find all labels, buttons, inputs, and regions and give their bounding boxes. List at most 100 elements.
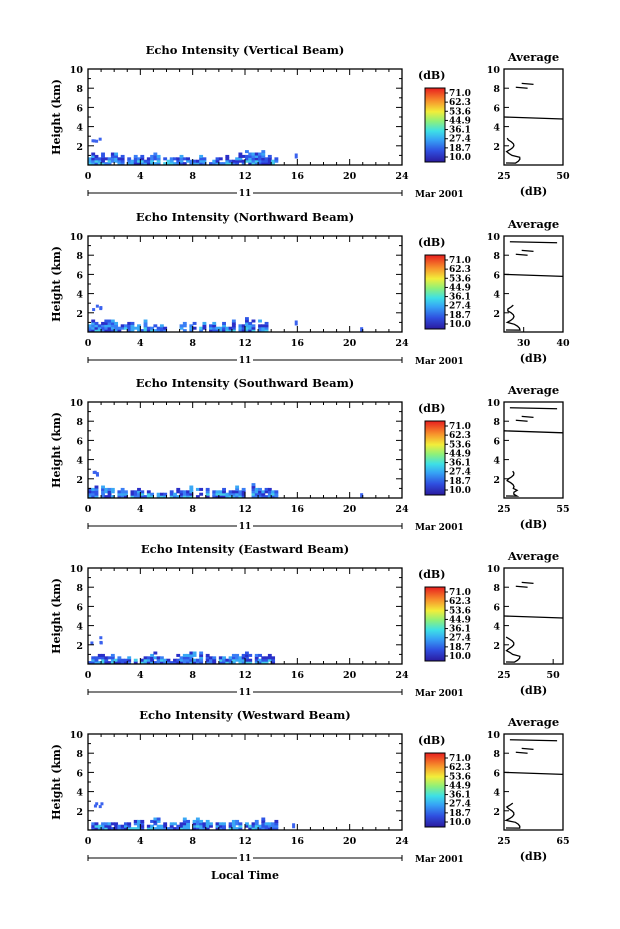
y-tick-label: 8 (76, 251, 83, 262)
echo-cell (94, 495, 99, 499)
echo-cell (137, 157, 141, 161)
echo-cell (176, 495, 181, 499)
echo-cell (205, 495, 210, 499)
colorbar-tick-label: 53.6 (449, 440, 471, 450)
echo-cell (173, 157, 177, 161)
echo-cell (231, 824, 236, 828)
echo-cell (101, 495, 105, 499)
echo-cell (271, 661, 276, 665)
echo-cell (245, 658, 249, 662)
echo-cell (110, 329, 115, 333)
echo-cell (251, 490, 256, 494)
echo-cell (123, 824, 128, 828)
echo-cell (241, 490, 246, 494)
echo-cell (97, 656, 102, 660)
echo-cell (294, 153, 298, 159)
echo-cell (245, 651, 249, 655)
date-day-label: 11 (239, 688, 252, 698)
echo-cell (241, 492, 246, 496)
echo-cell (251, 154, 256, 158)
echo-cell (163, 822, 168, 826)
x-tick-label: 24 (395, 670, 409, 681)
echo-cell (127, 822, 132, 826)
echo-cell (225, 157, 230, 161)
echo-cell (271, 159, 276, 163)
echo-cell (218, 824, 223, 828)
echo-cell (94, 658, 99, 662)
x-tick-label: 24 (395, 171, 409, 182)
echo-cell (258, 319, 262, 323)
echo-cell (101, 487, 105, 491)
echo-cell (107, 661, 112, 665)
echo-cell (212, 326, 217, 330)
echo-cell (267, 492, 272, 496)
y-tick-label: 6 (76, 602, 83, 613)
echo-cell (114, 154, 119, 158)
echo-cell (251, 157, 256, 161)
echo-cell (264, 326, 269, 330)
echo-cell (222, 822, 226, 826)
echo-cell (218, 326, 223, 330)
echo-cell (143, 658, 148, 662)
echo-cell (140, 824, 145, 828)
echo-cell (360, 327, 364, 333)
echo-cell (264, 487, 269, 491)
echo-cell (88, 324, 92, 328)
echo-cell (101, 824, 105, 828)
echo-cell (159, 492, 164, 496)
echo-cell (137, 827, 141, 831)
echo-cell (186, 827, 190, 831)
echo-cell (110, 326, 115, 330)
echo-cell (271, 827, 276, 831)
echo-cell (195, 661, 200, 665)
echo-cell (199, 656, 204, 660)
echo-cell (97, 159, 102, 163)
echo-cell (231, 819, 236, 823)
echo-cell (107, 157, 112, 161)
echo-cell (92, 139, 96, 143)
panel-title: Echo Intensity (Vertical Beam) (146, 43, 345, 57)
echo-cell (133, 658, 138, 662)
echo-cell (176, 157, 181, 161)
y-tick-label: 10 (70, 730, 84, 741)
echo-cell (143, 321, 148, 325)
average-title: Average (507, 217, 559, 231)
echo-cell (225, 154, 230, 158)
echo-cell (150, 656, 155, 660)
colorbar-tick-label: 62.3 (449, 265, 471, 275)
echo-cell (195, 822, 200, 826)
echo-cell (97, 162, 102, 166)
average-profile-segment (521, 249, 534, 253)
echo-cell (241, 661, 246, 665)
echo-cell (199, 492, 204, 496)
echo-cell (127, 157, 132, 161)
average-profile-segment (503, 273, 564, 278)
echo-cell (271, 656, 276, 660)
echo-cell (140, 827, 145, 831)
echo-cell (264, 157, 269, 161)
echo-cell (254, 658, 259, 662)
echo-cell (189, 159, 194, 163)
echo-cell (176, 824, 181, 828)
echo-cell (133, 827, 138, 831)
avg-x-tick-label: 55 (556, 504, 569, 515)
echo-cell (153, 817, 158, 821)
echo-cell (91, 822, 96, 826)
echo-cell (120, 157, 125, 161)
echo-cell (245, 157, 249, 161)
echo-cell (241, 324, 246, 328)
echo-cell (93, 470, 97, 474)
average-xlabel: (dB) (520, 518, 547, 531)
echo-cell (205, 656, 210, 660)
echo-cell (179, 162, 184, 166)
echo-cell (176, 653, 181, 657)
echo-cell (153, 822, 158, 826)
y-axis-label: Height (km) (50, 412, 63, 488)
echo-cell (186, 819, 190, 823)
echo-cell (248, 326, 253, 330)
echo-cell (88, 329, 92, 333)
echo-cell (117, 159, 122, 163)
echo-cell (110, 157, 115, 161)
echo-cell (222, 661, 226, 665)
echo-cell (150, 162, 155, 166)
